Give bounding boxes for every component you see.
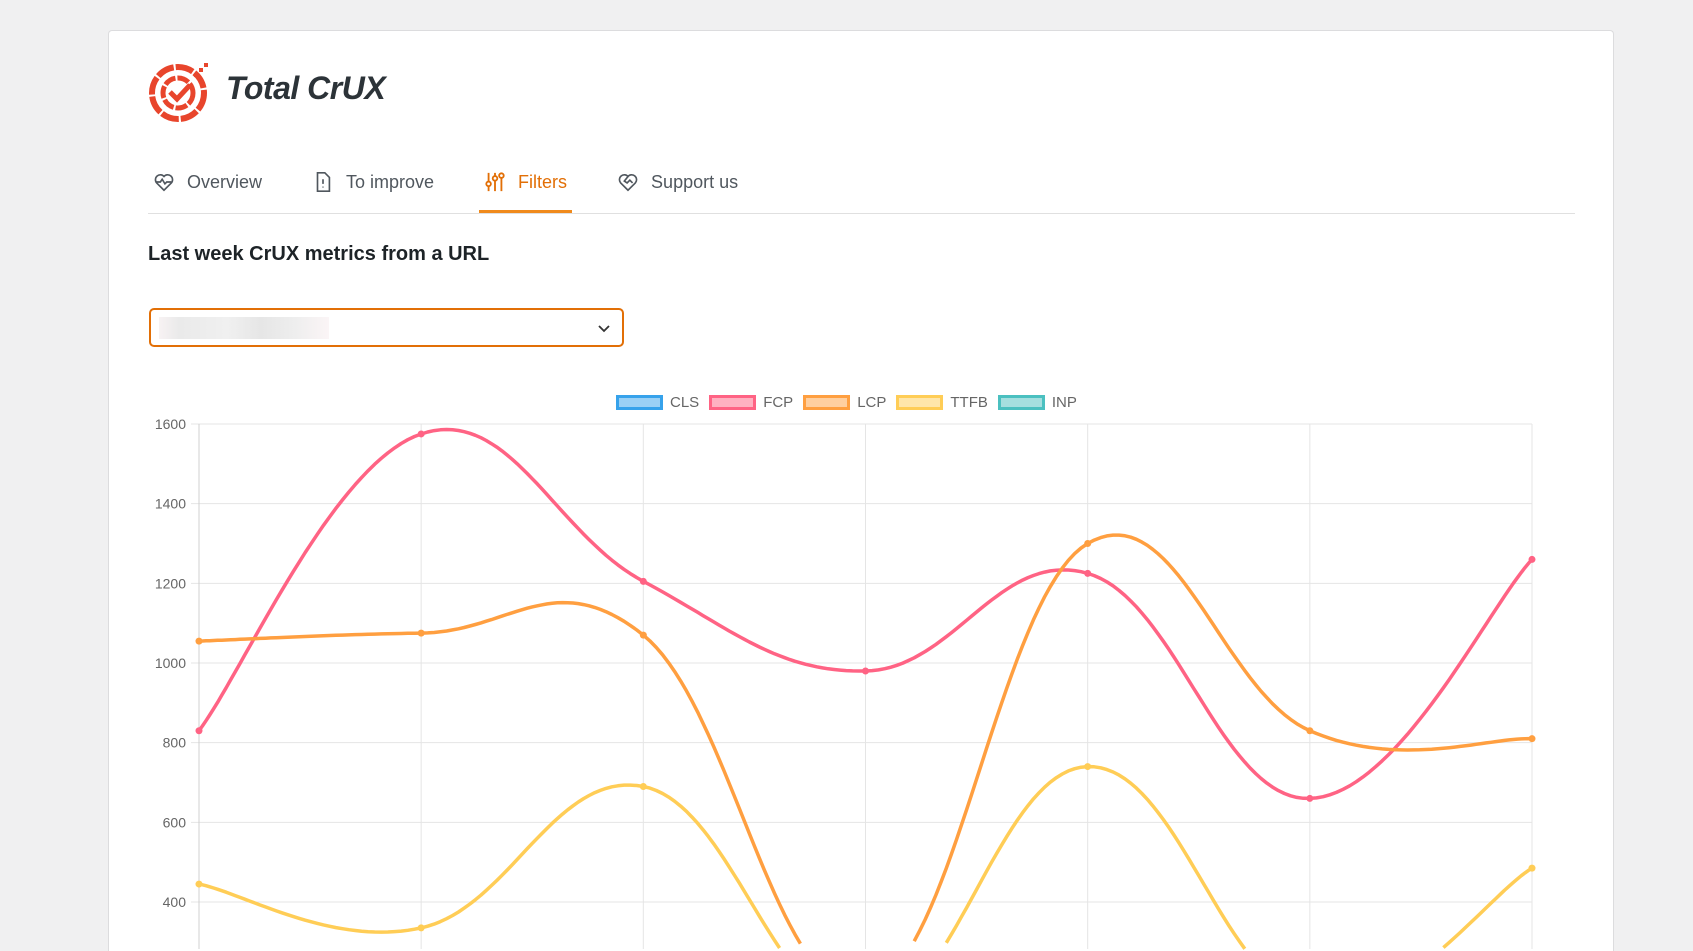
y-tick-label: 1600 xyxy=(155,416,186,432)
tab-support-us[interactable]: Support us xyxy=(612,164,743,200)
data-point-fcp xyxy=(862,667,869,675)
chevron-down-icon xyxy=(598,325,610,333)
url-select-value xyxy=(159,317,329,339)
series-line-ttfb xyxy=(198,764,1533,950)
tab-label: Filters xyxy=(518,171,568,192)
section-heading: Last week CrUX metrics from a URL xyxy=(148,243,490,265)
data-point-ttfb xyxy=(1084,763,1092,771)
y-tick-label: 400 xyxy=(163,894,187,910)
data-point-lcp xyxy=(639,631,647,639)
data-point-ttfb xyxy=(417,924,425,932)
sliders-icon xyxy=(485,172,505,192)
legend-item-fcp[interactable]: FCP xyxy=(709,394,793,411)
legend-swatch xyxy=(616,395,663,410)
legend-label: CLS xyxy=(670,394,700,411)
legend-item-inp[interactable]: INP xyxy=(997,394,1077,411)
total-crux-logo xyxy=(149,63,208,122)
file-alert-icon xyxy=(316,172,331,192)
data-point-fcp xyxy=(417,430,425,438)
data-point-ttfb xyxy=(639,782,647,790)
legend-label: LCP xyxy=(857,394,887,411)
tabs-divider xyxy=(148,213,1575,214)
data-point-lcp xyxy=(1306,727,1314,735)
heart-pulse-icon xyxy=(154,174,174,192)
data-point-lcp xyxy=(1528,735,1536,743)
data-point-lcp xyxy=(417,629,425,637)
data-point-ttfb xyxy=(195,880,203,888)
data-point-fcp xyxy=(1306,794,1314,802)
y-tick-label: 600 xyxy=(163,814,187,830)
tab-label: To improve xyxy=(346,171,435,192)
legend-swatch xyxy=(997,395,1045,410)
legend-item-lcp[interactable]: LCP xyxy=(803,394,886,411)
nav-tabs: Overview To improve Filters Support us xyxy=(148,164,783,214)
app-title: Total CrUX xyxy=(226,70,386,106)
data-point-ttfb xyxy=(1528,864,1536,872)
url-select[interactable] xyxy=(149,308,624,347)
main-card xyxy=(108,30,1614,951)
data-point-fcp xyxy=(639,577,647,585)
data-point-fcp xyxy=(1528,555,1536,563)
tab-label: Overview xyxy=(187,171,263,192)
y-tick-label: 1200 xyxy=(155,575,186,591)
legend-swatch xyxy=(803,395,851,410)
legend-label: INP xyxy=(1051,394,1077,411)
tab-to-improve[interactable]: To improve xyxy=(307,164,439,200)
legend-swatch xyxy=(896,395,944,410)
tab-filters[interactable]: Filters xyxy=(479,164,573,213)
chart-legend: CLS FCP LCP TTFB INP xyxy=(616,394,1087,411)
data-point-lcp xyxy=(1084,540,1092,547)
legend-item-cls[interactable]: CLS xyxy=(616,394,699,411)
heart-handshake-icon xyxy=(618,174,638,192)
data-point-fcp xyxy=(1084,569,1092,577)
y-tick-label: 800 xyxy=(163,735,187,751)
legend-label: FCP xyxy=(763,394,794,411)
y-tick-label: 1400 xyxy=(155,496,186,512)
legend-swatch xyxy=(709,395,757,410)
data-point-fcp xyxy=(195,727,203,735)
series-line-lcp xyxy=(198,533,1533,945)
y-tick-label: 1000 xyxy=(155,655,186,671)
legend-item-ttfb[interactable]: TTFB xyxy=(896,394,988,411)
legend-label: TTFB xyxy=(950,394,988,411)
tab-label: Support us xyxy=(651,171,739,192)
data-point-lcp xyxy=(195,637,203,645)
tab-overview[interactable]: Overview xyxy=(148,164,267,200)
